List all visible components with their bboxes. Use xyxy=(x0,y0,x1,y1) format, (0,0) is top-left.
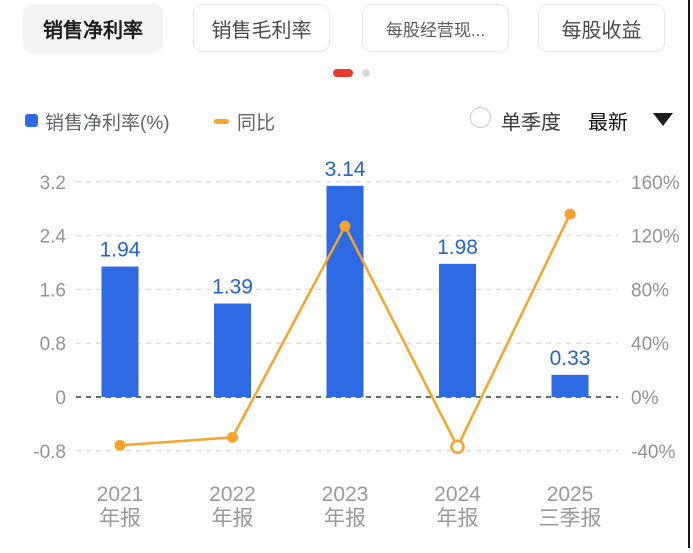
line-point-2023[interactable] xyxy=(339,220,351,232)
line-series-swatch-icon xyxy=(214,119,229,124)
screen-edge-line xyxy=(688,0,690,548)
x-axis-label-period: 年报 xyxy=(212,507,254,530)
bar-2023[interactable] xyxy=(326,185,364,397)
pagination-dot[interactable] xyxy=(362,69,370,77)
combo-chart: 3.2 160% 2.4 120% 1.6 80% 0.8 40% 0 0% -0.8 -40% 1.9… xyxy=(33,158,680,530)
bar-2022[interactable] xyxy=(214,303,251,397)
tab-operating-cash-per-share[interactable]: 每股经营现... xyxy=(362,4,509,52)
tab-earnings-per-share[interactable]: 每股收益 xyxy=(538,4,665,52)
bar-value-label: 3.14 xyxy=(325,158,366,181)
tab-label: 每股经营现... xyxy=(385,20,486,40)
line-series-label: 同比 xyxy=(237,113,276,134)
x-axis-label-period: 年报 xyxy=(437,507,479,530)
left-axis-tick: 0 xyxy=(55,388,66,409)
x-axis-label-year: 2024 xyxy=(434,483,481,506)
period-dropdown[interactable]: 最新 xyxy=(588,112,628,134)
right-axis-tick: 40% xyxy=(631,334,669,355)
x-axis-label-period: 年报 xyxy=(324,507,366,530)
bar-series-label: 销售净利率(%) xyxy=(45,113,170,134)
line-point-2025[interactable] xyxy=(564,208,576,220)
legend-row: 销售净利率(%) 同比 单季度 最新 xyxy=(0,104,693,138)
pagination-dot-active[interactable] xyxy=(333,69,353,77)
x-axis-label-year: 2023 xyxy=(322,483,369,506)
chart-area: 3.2 160% 2.4 120% 1.6 80% 0.8 40% 0 0% -0.8 -40% 1.9… xyxy=(0,148,693,548)
right-axis-tick: 120% xyxy=(631,227,680,248)
left-axis-tick: -0.8 xyxy=(33,442,66,463)
left-axis-tick: 3.2 xyxy=(40,173,66,194)
right-axis-tick: 160% xyxy=(631,173,680,194)
left-axis-tick: 1.6 xyxy=(40,280,66,301)
right-axis-tick: 80% xyxy=(631,280,669,301)
bar-2024[interactable] xyxy=(439,263,476,397)
left-axis-tick: 2.4 xyxy=(40,227,67,248)
tab-label: 销售毛利率 xyxy=(211,19,312,42)
tab-label: 每股收益 xyxy=(561,19,642,42)
single-quarter-radio[interactable] xyxy=(470,107,491,128)
x-axis-label-period: 三季报 xyxy=(539,507,602,530)
line-point-2024[interactable] xyxy=(450,439,465,455)
right-axis-tick: -40% xyxy=(631,442,675,463)
tab-label: 销售净利率 xyxy=(43,19,143,42)
tab-gross-profit-margin[interactable]: 销售毛利率 xyxy=(193,4,330,52)
x-axis-label-year: 2025 xyxy=(547,483,594,506)
x-axis-label-period: 年报 xyxy=(99,507,141,530)
caret-down-icon[interactable] xyxy=(653,113,673,126)
bar-2021[interactable] xyxy=(101,266,139,397)
bar-value-label: 1.39 xyxy=(212,276,253,299)
left-axis-tick: 0.8 xyxy=(40,334,66,355)
x-axis-label-year: 2021 xyxy=(97,483,144,506)
x-axis-label-year: 2022 xyxy=(209,483,256,506)
bar-value-label: 0.33 xyxy=(550,347,591,370)
bar-2025[interactable] xyxy=(551,374,589,397)
line-point-2021[interactable] xyxy=(114,439,126,451)
line-point-2022[interactable] xyxy=(227,431,238,443)
bar-value-label: 1.98 xyxy=(437,236,478,259)
bar-series-swatch-icon xyxy=(25,114,38,127)
bar-value-label: 1.94 xyxy=(100,239,141,262)
right-axis-tick: 0% xyxy=(631,388,659,409)
tab-net-profit-margin[interactable]: 销售净利率 xyxy=(23,4,163,52)
single-quarter-label[interactable]: 单季度 xyxy=(501,112,561,134)
